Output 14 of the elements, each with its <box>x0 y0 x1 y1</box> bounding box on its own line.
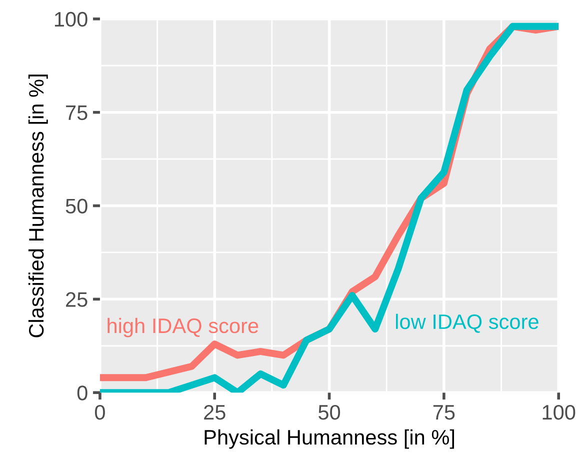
x-tick-label: 0 <box>94 404 105 420</box>
series-label: high IDAQ score <box>108 318 258 338</box>
x-tick-label: 50 <box>318 404 340 420</box>
y-tick-label: 100 <box>54 12 88 27</box>
y-axis-title: Classified Humanness [in %] <box>28 74 48 338</box>
x-tick-label: 75 <box>433 405 455 420</box>
y-tick-label: 25 <box>66 292 88 307</box>
y-tick-label: 0 <box>77 386 88 400</box>
x-tick-label: 25 <box>204 404 226 420</box>
series-label: low IDAQ score <box>396 314 538 333</box>
y-tick-label: 50 <box>66 198 88 214</box>
x-tick-label: 100 <box>542 404 576 420</box>
x-axis-title: Physical Humanness [in %] <box>204 429 454 449</box>
y-tick-label: 75 <box>66 106 88 120</box>
